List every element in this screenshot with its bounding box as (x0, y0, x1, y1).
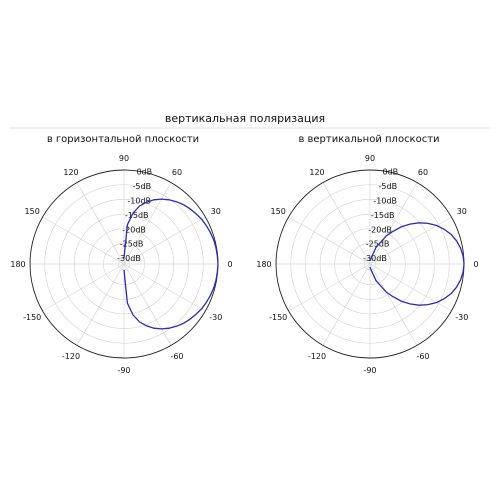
radial-label-minus-20db: -20dB (122, 225, 146, 234)
radial-label-minus-10db: -10dB (373, 196, 397, 205)
angle-gridline-120 (76, 182, 125, 265)
angle-label-180: 180 (10, 260, 25, 269)
angle-gridline-30 (369, 216, 452, 265)
angle-label-minus-150: -150 (269, 313, 287, 322)
angle-label-minus-150: -150 (23, 313, 41, 322)
angle-gridline-minus-30 (369, 263, 452, 312)
plot-title-vertical: в вертикальной плоскости (298, 134, 439, 145)
angle-gridline-minus-120 (322, 263, 371, 346)
radial-gridline-minus-25db (349, 243, 391, 285)
angle-gridline-60 (123, 182, 172, 265)
angle-gridline-60 (369, 182, 418, 265)
angle-label-120: 120 (309, 168, 324, 177)
angle-label-minus-60: -60 (416, 352, 429, 361)
radial-label-minus-30db: -30dB (363, 254, 387, 263)
pattern-curve-1 (123, 198, 219, 330)
angle-label-minus-30: -30 (455, 313, 468, 322)
radial-gridline-minus-5db (44, 184, 204, 344)
angle-label-90: 90 (119, 154, 129, 163)
plot-title-horizontal: в горизонтальной плоскости (47, 134, 199, 145)
radial-label-minus-15db: -15dB (371, 211, 395, 220)
radial-gridline-minus-5db (290, 184, 450, 344)
radial-label-minus-10db: -10dB (127, 196, 151, 205)
angle-label-150: 150 (25, 207, 40, 216)
angle-gridline-minus-30 (123, 263, 206, 312)
radial-gridline-minus-20db (88, 228, 160, 300)
angle-gridline-minus-120 (76, 263, 125, 346)
radial-label-minus-25db: -25dB (366, 240, 390, 249)
angle-gridline-150 (288, 216, 371, 265)
angle-label-minus-120: -120 (62, 352, 80, 361)
angle-gridline-120 (322, 182, 371, 265)
angle-label-minus-30: -30 (209, 313, 222, 322)
angle-gridline-minus-150 (42, 263, 125, 312)
radial-gridline-minus-10db (59, 199, 189, 329)
polar-plot-vertical: 90 60 30 0 -30 -60 -90 -120 -150 180 150 120 0dB -5dB… (256, 154, 478, 375)
angle-label-60: 60 (172, 168, 182, 177)
radial-label-minus-30db: -30dB (117, 254, 141, 263)
angle-label-0: 0 (473, 260, 478, 269)
radial-gridline-minus-20db (334, 228, 406, 300)
angle-label-30: 30 (457, 207, 467, 216)
page-title: вертикальная поляризация (165, 112, 325, 125)
angle-gridline-minus-60 (123, 263, 172, 346)
radial-label-minus-5db: -5dB (379, 182, 398, 191)
angle-label-30: 30 (211, 207, 221, 216)
angle-gridline-30 (123, 216, 206, 265)
angle-label-0: 0 (227, 260, 232, 269)
angle-gridline-minus-60 (369, 263, 418, 346)
pattern-curve-1 (369, 222, 465, 306)
angle-gridline-minus-150 (288, 263, 371, 312)
radial-gridline-minus-30db (363, 257, 377, 271)
radial-label-minus-5db: -5dB (133, 182, 152, 191)
polar-plot-horizontal: 90 60 30 0 -30 -60 -90 -120 -150 180 150 120 0dB -5dB… (10, 154, 232, 375)
radial-label-minus-25db: -25dB (120, 240, 144, 249)
radial-label-0db: 0dB (136, 167, 152, 176)
radial-gridline-minus-25db (103, 243, 145, 285)
radial-label-0db: 0dB (382, 167, 398, 176)
radial-gridline-minus-15db (73, 213, 175, 315)
radial-label-minus-15db: -15dB (125, 211, 149, 220)
angle-label-minus-90: -90 (117, 366, 130, 375)
angle-label-90: 90 (365, 154, 375, 163)
radial-gridline-minus-15db (319, 213, 421, 315)
radial-gridline-minus-10db (305, 199, 435, 329)
angle-gridline-150 (42, 216, 125, 265)
angle-label-180: 180 (256, 260, 271, 269)
radial-label-minus-20db: -20dB (368, 225, 392, 234)
angle-label-minus-120: -120 (308, 352, 326, 361)
angle-label-120: 120 (63, 168, 78, 177)
angle-label-minus-90: -90 (363, 366, 376, 375)
angle-label-60: 60 (418, 168, 428, 177)
angle-label-150: 150 (271, 207, 286, 216)
angle-label-minus-60: -60 (170, 352, 183, 361)
